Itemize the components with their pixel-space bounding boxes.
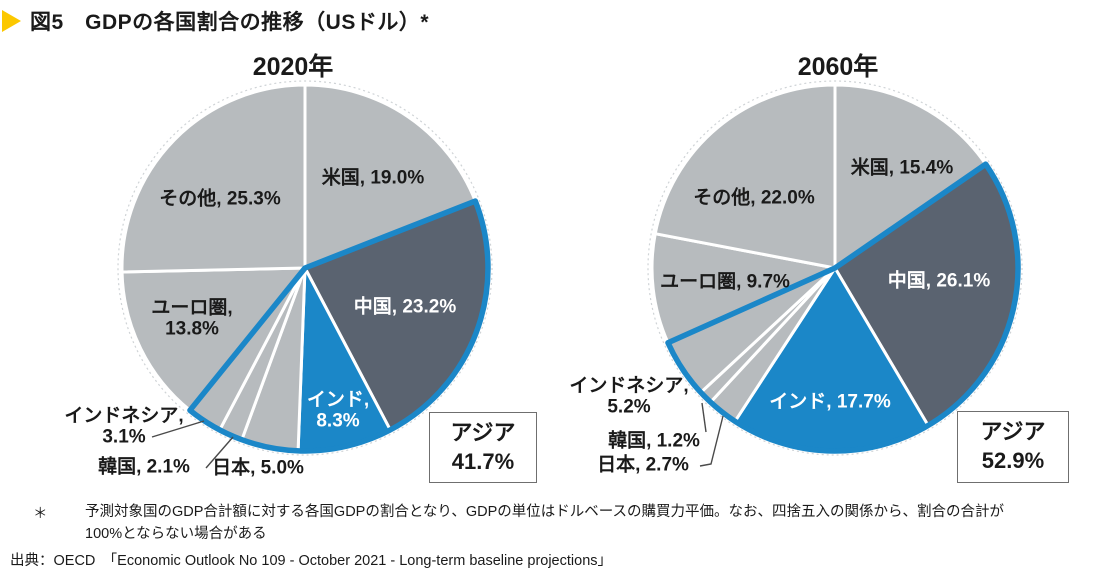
pie-dashed-ring-2020 [117, 80, 493, 456]
footnote-note: ＊ 予測対象国のGDP合計額に対する各国GDPの割合となり、GDPの単位はドルベ… [33, 502, 1100, 546]
footnote-lines: 予測対象国のGDP合計額に対する各国GDPの割合となり、GDPの単位はドルベース… [85, 502, 1004, 546]
pie-slice-2060-usa [833, 83, 988, 270]
figure-title: 図5 GDPの各国割合の推移（USドル）* [2, 6, 429, 36]
asia-box-2060: アジア 52.9% [957, 411, 1069, 483]
slice-label-2020-euro: ユーロ圏, 13.8% [151, 297, 233, 340]
asia-box-2020-total: 41.7% [451, 448, 515, 474]
footnote-line-1: 予測対象国のGDP合計額に対する各国GDPの割合となり、GDPの単位はドルベース… [85, 504, 1005, 520]
pie-slice-2020-others [120, 83, 307, 274]
asia-group-outline-2020 [187, 198, 491, 454]
footnote-source: 出典：OECD 「Economic Outlook No 109 - Octob… [10, 552, 613, 569]
footnote-line-2: 100%とならない場合がある [85, 525, 267, 542]
slice-label-2020-india: インド, 8.3% [306, 389, 370, 432]
figure-title-text: 図5 GDPの各国割合の推移（USドル）* [30, 11, 430, 34]
asia-box-2060-label: アジア [980, 419, 1046, 445]
asia-box-2060-total: 52.9% [981, 448, 1045, 473]
slice-label-2060-indonesia: インドネシア, 5.2% [569, 375, 689, 418]
slice-label-2060-india: インド, 17.7% [769, 391, 891, 413]
pie-title-2020: 2020年 [252, 53, 334, 81]
slice-label-2020-usa: 米国, 19.0% [321, 167, 425, 189]
pie-dashed-ring-2060 [647, 80, 1023, 456]
label-leader-line-2020-1 [205, 436, 234, 469]
slice-label-2060-japan: 日本, 2.7% [597, 454, 689, 476]
pie-slice-2060-others [653, 83, 837, 270]
slice-label-2060-euro: ユーロ圏, 9.7% [660, 271, 790, 293]
label-leader-line-2060-1 [699, 415, 724, 467]
pie-title-2060: 2060年 [797, 53, 879, 81]
slice-label-2020-korea: 韓国, 2.1% [98, 456, 190, 478]
asia-box-2020-label: アジア [450, 419, 516, 445]
slice-label-2060-others: その他, 22.0% [693, 187, 815, 209]
footnote: ＊ 予測対象国のGDP合計額に対する各国GDPの割合となり、GDPの単位はドルベ… [0, 502, 1100, 570]
pie-slice-2060-euro [650, 232, 837, 345]
slice-label-2020-japan: 日本, 5.0% [212, 457, 304, 479]
pie-slice-2020-usa [303, 83, 477, 270]
footnote-marker: ＊ [33, 506, 48, 522]
label-leader-line-2020-0 [151, 420, 205, 438]
asia-group-outline-2060 [665, 161, 1021, 454]
slice-label-2020-china: 中国, 23.2% [353, 296, 457, 318]
title-arrow-icon [2, 10, 21, 32]
slice-label-2060-usa: 米国, 15.4% [850, 157, 954, 179]
pie-slice-2020-euro [120, 266, 307, 412]
slice-label-2060-china: 中国, 26.1% [887, 270, 991, 292]
slice-label-2020-indonesia: インドネシア, 3.1% [64, 405, 184, 448]
slice-label-2020-others: その他, 25.3% [159, 188, 281, 210]
slice-label-2060-korea: 韓国, 1.2% [608, 430, 700, 452]
asia-box-2020: アジア 41.7% [429, 412, 537, 483]
label-leader-line-2060-0 [701, 402, 707, 433]
